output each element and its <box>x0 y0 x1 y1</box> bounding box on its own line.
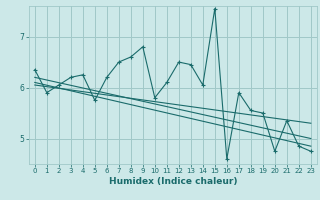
X-axis label: Humidex (Indice chaleur): Humidex (Indice chaleur) <box>108 177 237 186</box>
